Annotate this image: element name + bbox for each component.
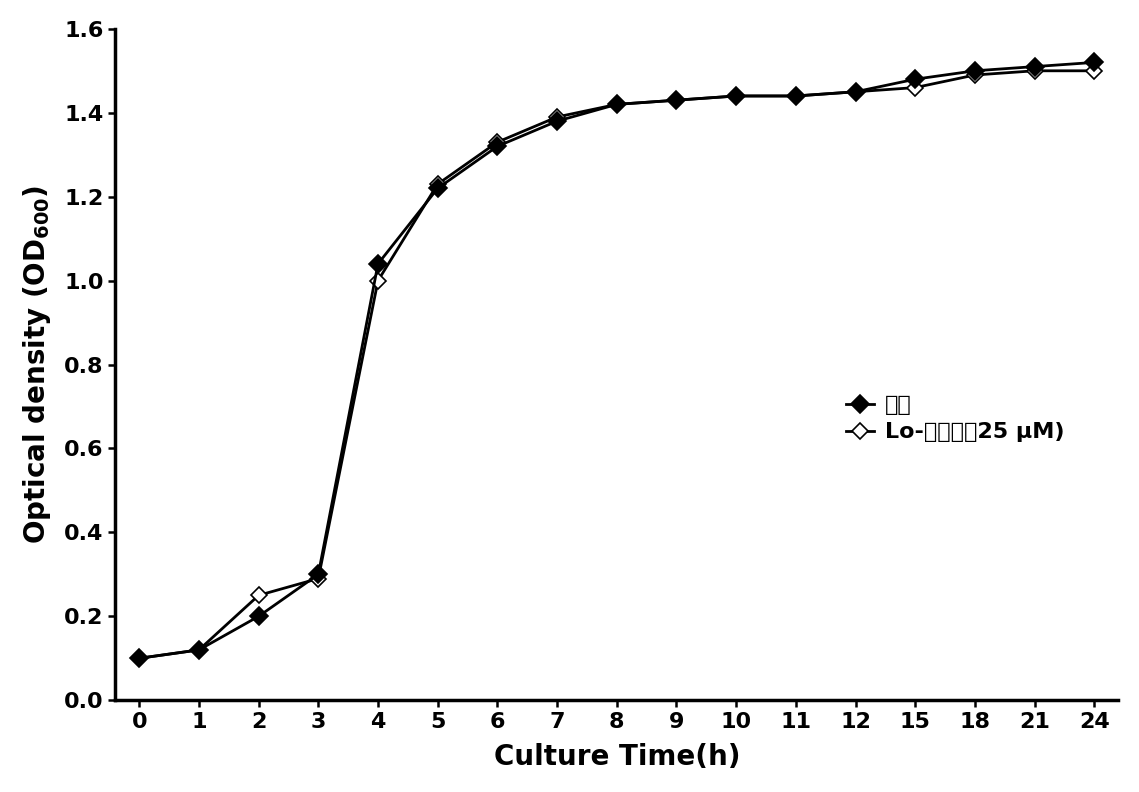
Lo-异己基（25 μM) bbox=[252, 591, 265, 600]
对照 bbox=[550, 116, 564, 126]
对照 bbox=[611, 100, 624, 109]
对照 bbox=[192, 645, 206, 655]
Lo-异己基（25 μM) bbox=[371, 276, 385, 285]
Lo-异己基（25 μM) bbox=[311, 573, 325, 583]
Lo-异己基（25 μM) bbox=[1027, 66, 1041, 75]
Lo-异己基（25 μM) bbox=[132, 653, 146, 663]
Lo-异己基（25 μM) bbox=[550, 112, 564, 122]
Y-axis label: Optical density (OD$_{\mathbf{600}}$): Optical density (OD$_{\mathbf{600}}$) bbox=[21, 185, 52, 544]
对照 bbox=[491, 142, 505, 151]
Lo-异己基（25 μM) bbox=[192, 645, 206, 655]
对照 bbox=[311, 569, 325, 579]
Lo-异己基（25 μM) bbox=[611, 100, 624, 109]
对照 bbox=[729, 91, 743, 101]
对照 bbox=[1088, 58, 1101, 67]
对照 bbox=[909, 74, 923, 84]
对照 bbox=[849, 87, 862, 97]
对照 bbox=[431, 184, 444, 193]
Lo-异己基（25 μM) bbox=[789, 91, 803, 101]
Lo-异己基（25 μM) bbox=[670, 95, 683, 105]
对照 bbox=[670, 95, 683, 105]
Legend: 对照, Lo-异己基（25 μM): 对照, Lo-异己基（25 μM) bbox=[838, 388, 1071, 449]
Lo-异己基（25 μM) bbox=[1088, 66, 1101, 75]
X-axis label: Culture Time(h): Culture Time(h) bbox=[493, 743, 740, 771]
对照 bbox=[1027, 62, 1041, 71]
对照 bbox=[252, 611, 265, 621]
对照 bbox=[132, 653, 146, 663]
Lo-异己基（25 μM) bbox=[491, 137, 505, 147]
Lo-异己基（25 μM) bbox=[431, 179, 444, 188]
Line: 对照: 对照 bbox=[133, 56, 1100, 664]
对照 bbox=[371, 259, 385, 268]
Lo-异己基（25 μM) bbox=[968, 70, 982, 80]
Line: Lo-异己基（25 μM): Lo-异己基（25 μM) bbox=[133, 65, 1100, 664]
对照 bbox=[968, 66, 982, 75]
Lo-异己基（25 μM) bbox=[729, 91, 743, 101]
对照 bbox=[789, 91, 803, 101]
Lo-异己基（25 μM) bbox=[849, 87, 862, 97]
Lo-异己基（25 μM) bbox=[909, 83, 923, 93]
